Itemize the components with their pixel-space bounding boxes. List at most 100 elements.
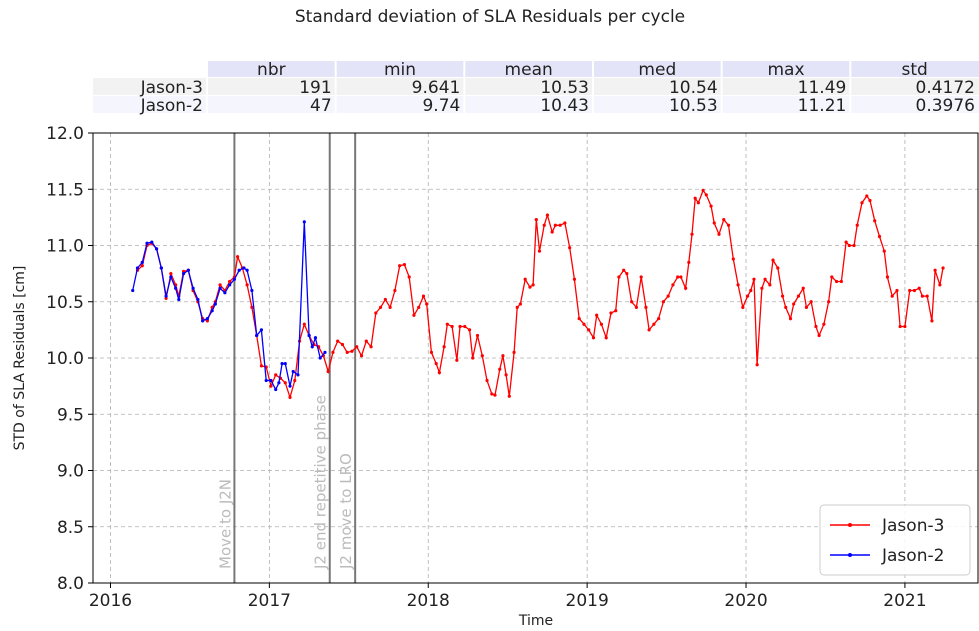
data-point [277,381,281,385]
data-point [776,266,780,270]
data-point [873,219,877,223]
data-point [755,363,759,367]
data-point [164,294,168,298]
data-point [485,378,489,383]
data-point [186,268,190,272]
data-point [407,275,411,279]
data-point [378,305,383,309]
y-tick-label: 10.5 [46,293,84,313]
data-point [617,275,621,279]
data-point [434,362,438,366]
data-point [587,328,591,332]
data-point [259,328,264,332]
data-point [712,221,716,225]
data-point [550,230,554,234]
data-point [131,288,135,293]
data-point [293,378,297,383]
data-point [196,297,200,302]
table-cell: 9.74 [422,96,460,116]
series-line [132,221,326,391]
data-point [572,277,577,281]
data-point [177,297,181,302]
data-point [925,294,929,298]
data-point [671,283,675,287]
data-point [687,260,691,264]
data-point [169,275,173,279]
data-point [768,283,772,287]
data-point [898,324,902,329]
data-point [235,255,240,259]
data-point [852,243,856,248]
x-tick-label: 2021 [883,591,926,611]
data-point [331,350,335,354]
data-point [417,305,421,309]
table-cell: 10.54 [669,78,718,98]
data-point [938,283,942,287]
data-point [614,309,618,313]
series-line [137,189,944,400]
table-row-bg [93,78,979,95]
event-label: J2 move to LRO [337,453,355,570]
table-cell: 11.49 [798,78,847,98]
data-point [717,232,721,236]
data-point [425,302,429,306]
data-point [228,283,232,287]
chart-title: Standard deviation of SLA Residuals per … [295,7,685,27]
data-point [359,354,364,358]
data-point [471,356,475,360]
data-point [537,249,542,253]
table-cell: 10.53 [669,96,718,116]
data-point [844,240,848,244]
data-point [647,328,651,332]
data-point [269,378,273,383]
data-point [577,317,581,321]
data-point [504,373,508,377]
data-point [398,264,402,268]
data-point [201,319,205,323]
data-point [458,324,462,329]
table-cell: 47 [310,96,332,116]
legend-label: Jason-3 [881,516,944,536]
event-label: Move to J2N [216,479,234,569]
table-row-label: Jason-3 [140,78,203,98]
legend-marker [848,553,852,557]
y-tick-label: 10.0 [46,349,84,369]
data-point [771,258,775,262]
data-point [809,300,813,304]
data-point [696,201,700,205]
data-point [232,277,237,281]
data-point [847,243,851,248]
data-point [534,218,538,222]
y-tick-label: 8.0 [57,574,84,594]
data-point [704,193,708,197]
data-point [814,324,818,329]
data-point [788,317,793,321]
data-point [218,283,222,287]
data-point [890,294,894,298]
table-cell: 0.3976 [916,96,975,116]
data-point [467,328,472,332]
y-tick-label: 8.5 [57,518,84,538]
data-point [326,369,330,374]
data-point [830,275,834,279]
data-point [205,319,209,323]
table-cell: 10.43 [540,96,589,116]
data-point [393,288,397,293]
table-cell: 9.641 [412,78,461,98]
data-point [150,240,154,244]
data-point [839,279,843,284]
data-point [582,322,586,326]
data-point [455,358,459,362]
data-point [855,223,859,227]
data-point [609,311,613,315]
data-point [542,223,546,227]
data-point [429,350,434,354]
data-point [604,336,608,340]
data-point [350,349,354,353]
data-point [722,218,726,222]
table-header: med [638,60,676,80]
data-point [181,272,186,276]
data-point [920,294,924,298]
data-point [145,241,149,245]
data-point [463,324,467,329]
